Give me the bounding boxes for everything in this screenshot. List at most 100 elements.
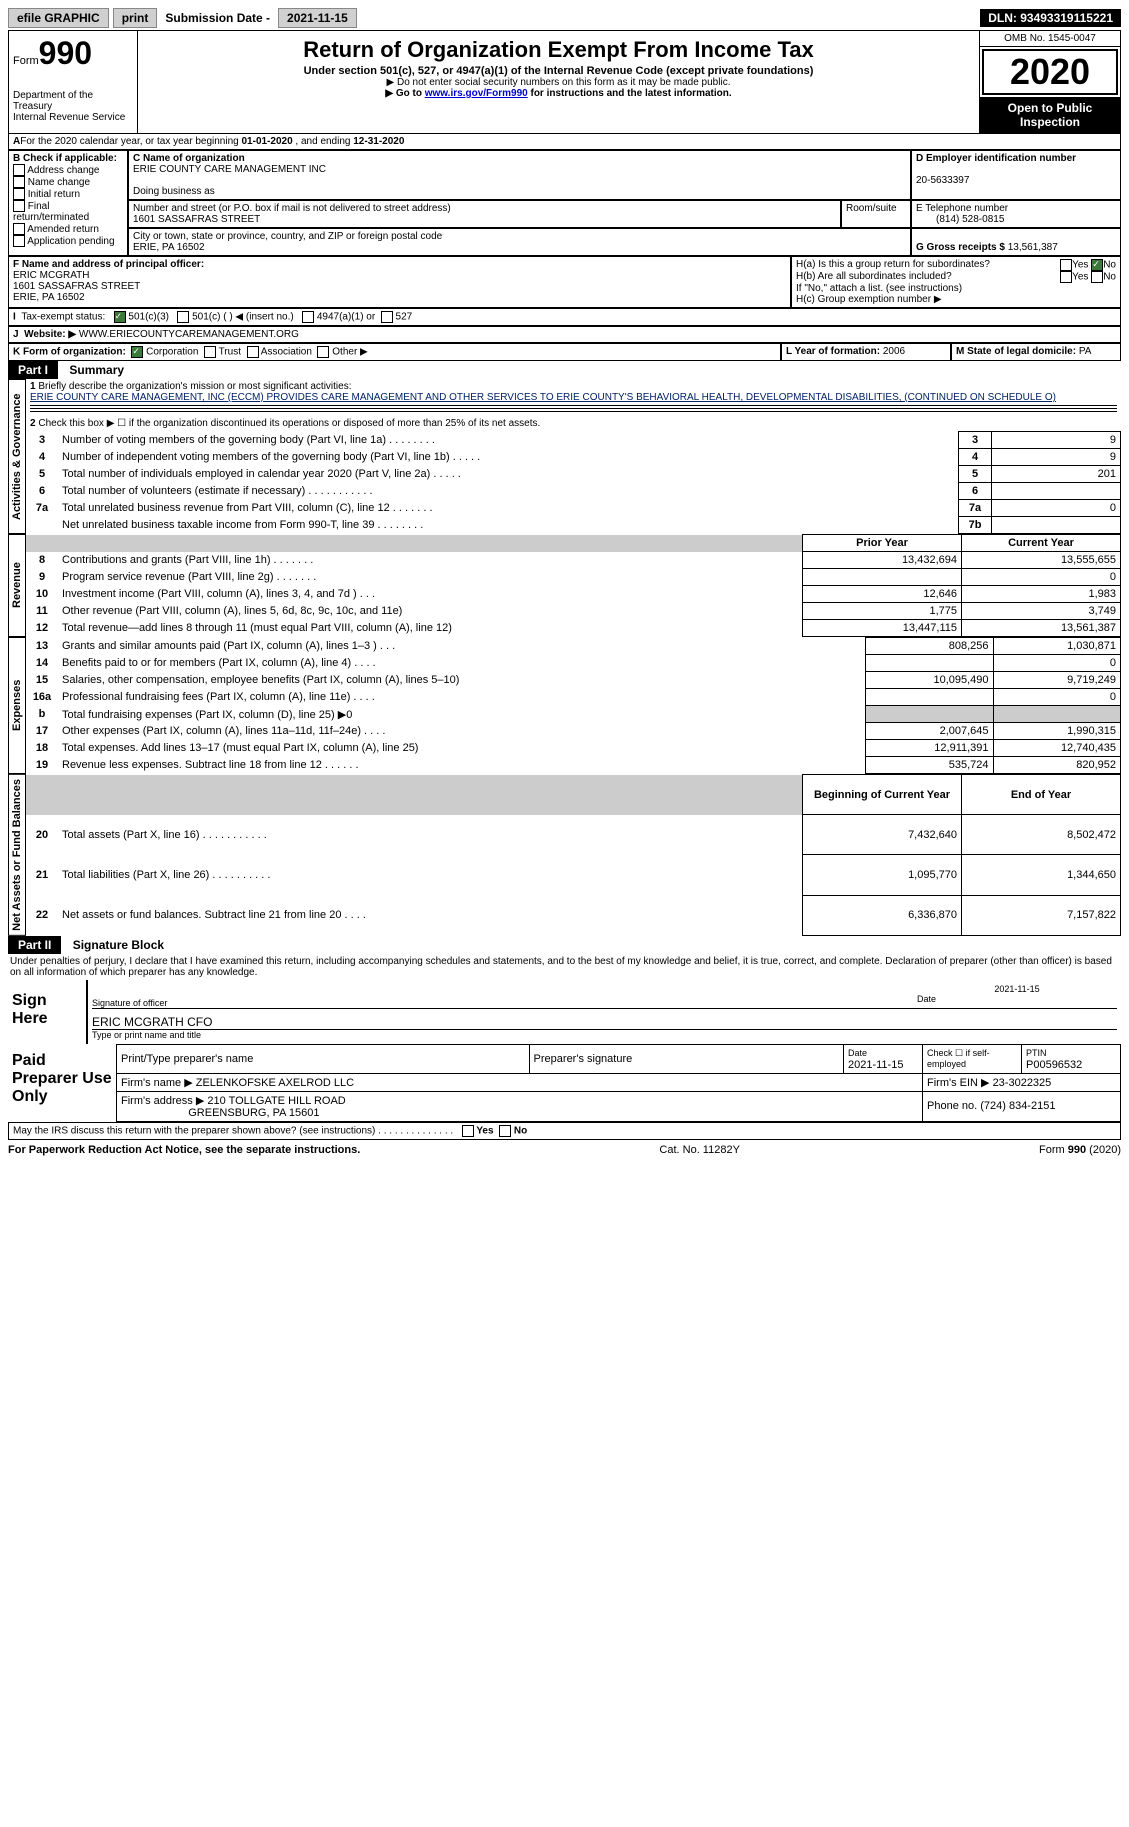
table-row: 5Total number of individuals employed in… [26, 466, 1121, 483]
paid-preparer-row: Paid Preparer Use Only Print/Type prepar… [8, 1044, 1121, 1122]
entity-info-row: B Check if applicable: Address change Na… [8, 150, 1121, 256]
header-sub1: Under section 501(c), 527, or 4947(a)(1)… [142, 65, 975, 77]
hb-no[interactable] [1091, 271, 1103, 283]
omb-number: OMB No. 1545-0047 [980, 31, 1120, 47]
header-sub3: ▶ Go to www.irs.gov/Form990 for instruct… [142, 88, 975, 99]
box-h: H(a) Is this a group return for subordin… [791, 256, 1121, 308]
assoc-checkbox[interactable] [247, 346, 259, 358]
irs-link[interactable]: www.irs.gov/Form990 [425, 88, 528, 99]
sign-here-row: Sign Here Signature of officer 2021-11-1… [8, 980, 1121, 1044]
table-row: 14Benefits paid to or for members (Part … [26, 655, 1121, 672]
netassets-table: Beginning of Current YearEnd of Year20To… [26, 774, 1121, 936]
501c-checkbox[interactable] [177, 311, 189, 323]
form-title: Return of Organization Exempt From Incom… [142, 37, 975, 63]
box-b: B Check if applicable: Address change Na… [8, 150, 128, 256]
line2: 2 Check this box ▶ ☐ if the organization… [26, 416, 1121, 431]
declaration: Under penalties of perjury, I declare th… [8, 954, 1121, 980]
table-row: 16aProfessional fundraising fees (Part I… [26, 689, 1121, 706]
topbar: efile GRAPHIC print Submission Date - 20… [8, 8, 1121, 28]
discuss-yes[interactable] [462, 1125, 474, 1137]
ha-yes[interactable] [1060, 259, 1072, 271]
vlabel-netassets: Net Assets or Fund Balances [8, 774, 26, 936]
page-footer: For Paperwork Reduction Act Notice, see … [8, 1144, 1121, 1156]
table-row: 11Other revenue (Part VIII, column (A), … [26, 603, 1121, 620]
box-m: M State of legal domicile: PA [951, 343, 1121, 361]
preparer-table: Print/Type preparer's name Preparer's si… [116, 1044, 1121, 1122]
paid-preparer-label: Paid Preparer Use Only [8, 1044, 116, 1122]
table-row: 3Number of voting members of the governi… [26, 432, 1121, 449]
box-g: G Gross receipts $ 13,561,387 [911, 228, 1121, 256]
table-row: Net unrelated business taxable income fr… [26, 517, 1121, 534]
officer-group-row: F Name and address of principal officer:… [8, 256, 1121, 308]
501c3-checkbox[interactable] [114, 311, 126, 323]
box-k: K Form of organization: Corporation Trus… [8, 343, 781, 361]
box-c-city: City or town, state or province, country… [128, 228, 911, 256]
box-j: J Website: ▶ WWW.ERIECOUNTYCAREMANAGEMEN… [8, 326, 1121, 343]
period-row: AFor the 2020 calendar year, or tax year… [8, 134, 1121, 150]
netassets-section: Net Assets or Fund Balances Beginning of… [8, 774, 1121, 936]
signature-date: 2021-11-15 Date [917, 984, 1117, 1009]
table-row: 20Total assets (Part X, line 16) . . . .… [26, 815, 1121, 855]
part1-body: Activities & Governance 1 Briefly descri… [8, 379, 1121, 534]
table-row: 10Investment income (Part VIII, column (… [26, 586, 1121, 603]
box-e: E Telephone number (814) 528-0815 [911, 200, 1121, 228]
print-button[interactable]: print [113, 8, 158, 28]
expenses-table: 13Grants and similar amounts paid (Part … [26, 637, 1121, 774]
boxb-option[interactable] [13, 223, 25, 235]
governance-table: 3Number of voting members of the governi… [26, 431, 1121, 534]
527-checkbox[interactable] [381, 311, 393, 323]
dln: DLN: 93493319115221 [980, 9, 1121, 27]
boxb-option[interactable] [13, 164, 25, 176]
header-left: Form990 Department of the Treasury Inter… [9, 31, 138, 133]
boxb-option[interactable] [13, 176, 25, 188]
trust-checkbox[interactable] [204, 346, 216, 358]
part1-header: Part I Summary [8, 361, 1121, 379]
header-sub2: ▶ Do not enter social security numbers o… [142, 77, 975, 88]
table-row: 8Contributions and grants (Part VIII, li… [26, 552, 1121, 569]
vlabel-expenses: Expenses [8, 637, 26, 774]
table-row: 19Revenue less expenses. Subtract line 1… [26, 757, 1121, 774]
submission-date-label: Submission Date - [161, 9, 274, 27]
klm-row: K Form of organization: Corporation Trus… [8, 343, 1121, 361]
revenue-section: Revenue Prior YearCurrent Year8Contribut… [8, 534, 1121, 637]
corp-checkbox[interactable] [131, 346, 143, 358]
expenses-section: Expenses 13Grants and similar amounts pa… [8, 637, 1121, 774]
table-row: 6Total number of volunteers (estimate if… [26, 483, 1121, 500]
tax-year: 2020 [982, 49, 1118, 95]
vlabel-revenue: Revenue [8, 534, 26, 637]
officer-signature: Signature of officer [92, 984, 917, 1009]
table-row: 17Other expenses (Part IX, column (A), l… [26, 723, 1121, 740]
box-f: F Name and address of principal officer:… [8, 256, 791, 308]
box-l: L Year of formation: 2006 [781, 343, 951, 361]
part2-header: Part II Signature Block [8, 936, 1121, 954]
table-row: bTotal fundraising expenses (Part IX, co… [26, 706, 1121, 723]
room-suite: Room/suite [841, 200, 911, 228]
header-mid: Return of Organization Exempt From Incom… [138, 31, 980, 133]
submission-date: 2021-11-15 [278, 8, 357, 28]
ha-no[interactable] [1091, 259, 1103, 271]
form-number: Form990 [13, 35, 133, 72]
form-ref: Form 990 (2020) [1039, 1144, 1121, 1156]
box-d: D Employer identification number 20-5633… [911, 150, 1121, 200]
line1: 1 Briefly describe the organization's mi… [26, 379, 1121, 416]
discuss-row: May the IRS discuss this return with the… [8, 1122, 1121, 1140]
revenue-table: Prior YearCurrent Year8Contributions and… [26, 534, 1121, 637]
table-row: 4Number of independent voting members of… [26, 449, 1121, 466]
table-row: 7aTotal unrelated business revenue from … [26, 500, 1121, 517]
boxb-option[interactable] [13, 200, 25, 212]
other-checkbox[interactable] [317, 346, 329, 358]
4947-checkbox[interactable] [302, 311, 314, 323]
table-row: 12Total revenue—add lines 8 through 11 (… [26, 620, 1121, 637]
efile-button[interactable]: efile GRAPHIC [8, 8, 109, 28]
boxb-option[interactable] [13, 235, 25, 247]
form-header: Form990 Department of the Treasury Inter… [8, 30, 1121, 134]
hb-yes[interactable] [1060, 271, 1072, 283]
sign-here-label: Sign Here [8, 980, 86, 1044]
discuss-no[interactable] [499, 1125, 511, 1137]
header-right: OMB No. 1545-0047 2020 Open to Public In… [980, 31, 1120, 133]
table-row: 22Net assets or fund balances. Subtract … [26, 895, 1121, 935]
box-c-addr: Number and street (or P.O. box if mail i… [128, 200, 841, 228]
vlabel-governance: Activities & Governance [8, 379, 26, 534]
box-i: I Tax-exempt status: 501(c)(3) 501(c) ( … [8, 308, 1121, 326]
boxb-option[interactable] [13, 188, 25, 200]
